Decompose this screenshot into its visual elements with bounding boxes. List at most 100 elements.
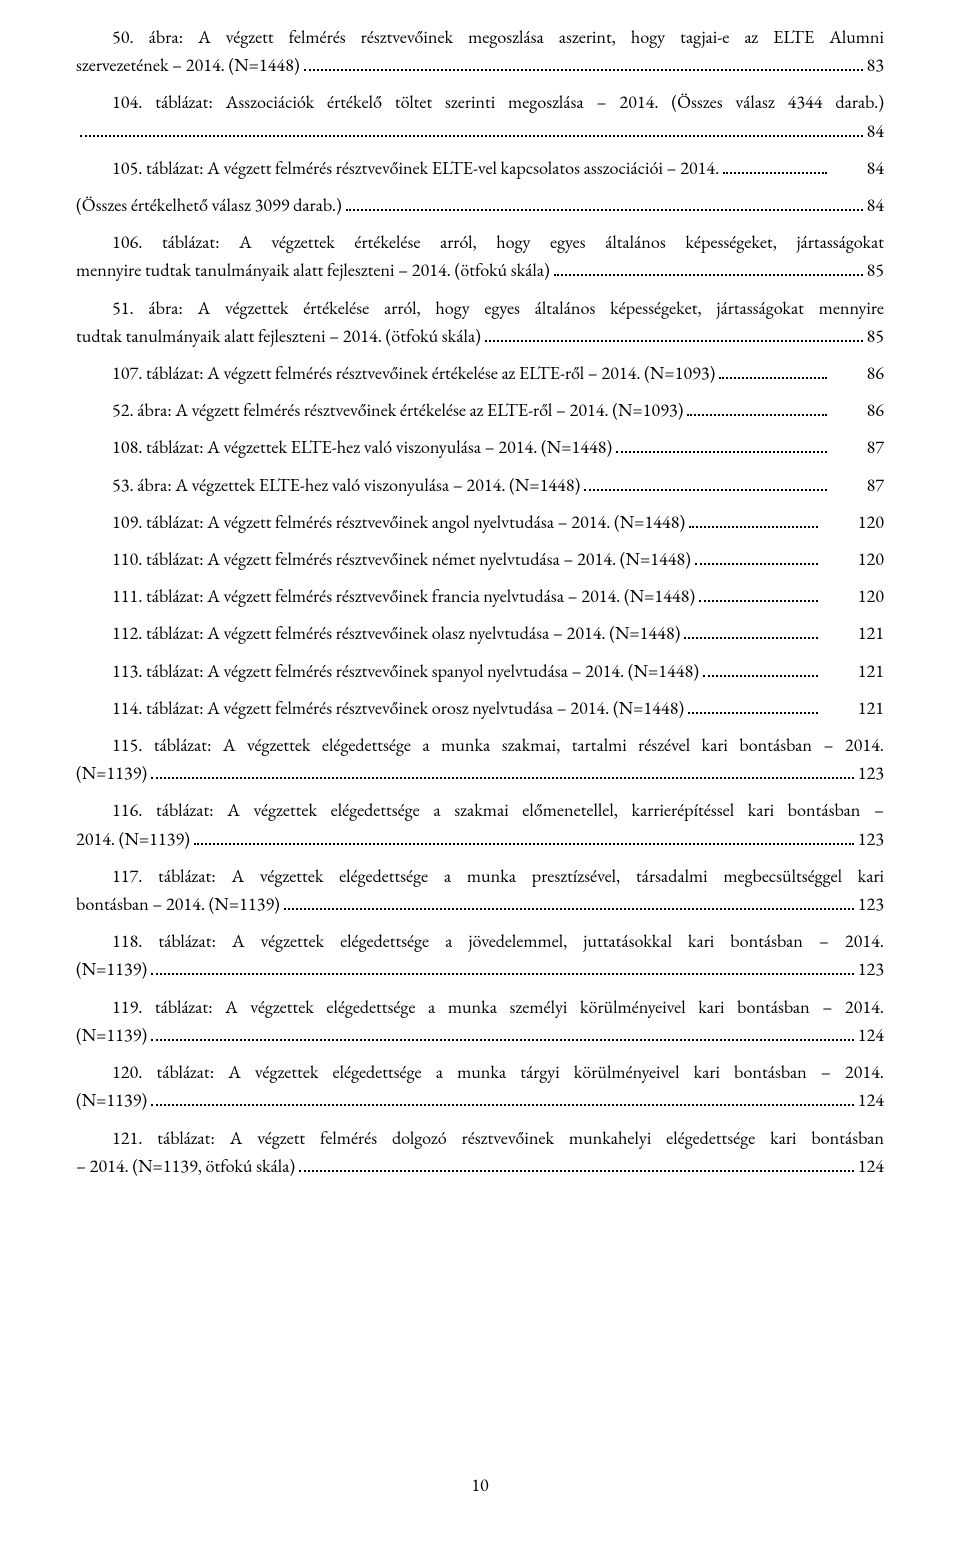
toc-entry: 107. táblázat: A végzett felmérés résztv…: [76, 360, 884, 388]
toc-entry: 113. táblázat: A végzett felmérés résztv…: [76, 658, 884, 686]
toc-entry-text: 115. táblázat: A végzettek elégedettsége…: [76, 732, 884, 760]
leader-dots: [689, 513, 818, 528]
toc-entry-page: 123: [858, 891, 884, 919]
toc-entry-text: tudtak tanulmányaik alatt fejleszteni – …: [76, 323, 481, 351]
toc-entry: 116. táblázat: A végzettek elégedettsége…: [76, 797, 884, 853]
toc-entry-page: 87: [831, 472, 884, 500]
toc-entry-last-line: (N=1139) 124: [76, 1087, 884, 1115]
toc-entry-text: 121. táblázat: A végzett felmérés dolgoz…: [76, 1125, 884, 1153]
leader-dots: [723, 159, 826, 174]
toc-entry-text: 50. ábra: A végzett felmérés résztvevőin…: [76, 24, 884, 52]
toc-entry-text: 111. táblázat: A végzett felmérés résztv…: [76, 583, 695, 611]
toc-entry-page: 123: [858, 826, 884, 854]
leader-dots: [299, 1157, 854, 1172]
toc-entry-text: 116. táblázat: A végzettek elégedettsége…: [76, 797, 884, 825]
toc-entry-text: 51. ábra: A végzettek értékelése arról, …: [76, 295, 884, 323]
toc-entry-text: 107. táblázat: A végzett felmérés résztv…: [76, 360, 715, 388]
toc-entry-text: 117. táblázat: A végzettek elégedettsége…: [76, 863, 884, 891]
toc-entry-last-line: (N=1139) 123: [76, 956, 884, 984]
toc-entry-text: (N=1139): [76, 1087, 147, 1115]
table-of-contents: 50. ábra: A végzett felmérés résztvevőin…: [76, 24, 884, 1181]
toc-entry: 117. táblázat: A végzettek elégedettsége…: [76, 863, 884, 919]
leader-dots: [687, 402, 826, 417]
leader-dots: [688, 699, 818, 714]
leader-dots: [699, 588, 818, 603]
toc-entry: 110. táblázat: A végzett felmérés résztv…: [76, 546, 884, 574]
page-number: 10: [0, 1474, 960, 1497]
toc-entry-page: 121: [822, 658, 884, 686]
toc-entry-text: 110. táblázat: A végzett felmérés résztv…: [76, 546, 691, 574]
toc-entry-text: 112. táblázat: A végzett felmérés résztv…: [76, 620, 680, 648]
leader-dots: [151, 1026, 854, 1041]
toc-entry-text: 114. táblázat: A végzett felmérés résztv…: [76, 695, 684, 723]
toc-entry: 114. táblázat: A végzett felmérés résztv…: [76, 695, 884, 723]
leader-dots: [616, 439, 826, 454]
toc-entry-text: bontásban – 2014. (N=1139): [76, 891, 280, 919]
toc-entry-last-line: – 2014. (N=1139, ötfokú skála) 124: [76, 1153, 884, 1181]
leader-dots: [80, 122, 863, 137]
toc-entry: 104. táblázat: Asszociációk értékelő töl…: [76, 89, 884, 145]
toc-entry-last-line: tudtak tanulmányaik alatt fejleszteni – …: [76, 323, 884, 351]
toc-entry-text: szervezetének – 2014. (N=1448): [76, 52, 300, 80]
toc-entry-text: (Összes értékelhető válasz 3099 darab.): [76, 192, 342, 220]
toc-entry-last-line: szervezetének – 2014. (N=1448)83: [76, 52, 884, 80]
toc-entry: 51. ábra: A végzettek értékelése arról, …: [76, 295, 884, 351]
toc-entry-text: 120. táblázat: A végzettek elégedettsége…: [76, 1059, 884, 1087]
toc-entry-page: 121: [822, 620, 884, 648]
toc-entry: 118. táblázat: A végzettek elégedettsége…: [76, 928, 884, 984]
toc-entry: (Összes értékelhető válasz 3099 darab.) 8…: [76, 192, 884, 220]
toc-entry-text: 119. táblázat: A végzettek elégedettsége…: [76, 994, 884, 1022]
toc-entry-text: 2014. (N=1139): [76, 826, 190, 854]
leader-dots: [719, 364, 826, 379]
toc-entry-page: 86: [831, 397, 884, 425]
toc-entry-last-line: (N=1139) 124: [76, 1022, 884, 1050]
toc-entry-text: 109. táblázat: A végzett felmérés résztv…: [76, 509, 685, 537]
toc-entry-text: (N=1139): [76, 1022, 147, 1050]
toc-entry: 112. táblázat: A végzett felmérés résztv…: [76, 620, 884, 648]
toc-entry-last-line: 84: [76, 118, 884, 146]
toc-entry: 119. táblázat: A végzettek elégedettsége…: [76, 994, 884, 1050]
toc-entry-text: 104. táblázat: Asszociációk értékelő töl…: [76, 89, 884, 117]
leader-dots: [584, 476, 826, 491]
toc-entry-page: 123: [858, 760, 884, 788]
toc-entry-text: 106. táblázat: A végzettek értékelése ar…: [76, 229, 884, 257]
leader-dots: [151, 961, 854, 976]
toc-entry: 111. táblázat: A végzett felmérés résztv…: [76, 583, 884, 611]
leader-dots: [304, 56, 863, 71]
toc-entry-page: 124: [858, 1153, 884, 1181]
toc-entry-page: 85: [867, 323, 884, 351]
toc-entry-page: 120: [822, 583, 884, 611]
toc-entry: 50. ábra: A végzett felmérés résztvevőin…: [76, 24, 884, 80]
toc-entry: 106. táblázat: A végzettek értékelése ar…: [76, 229, 884, 285]
toc-entry: 52. ábra: A végzett felmérés résztvevőin…: [76, 397, 884, 425]
leader-dots: [684, 625, 817, 640]
toc-entry: 109. táblázat: A végzett felmérés résztv…: [76, 509, 884, 537]
toc-entry-text: (N=1139): [76, 956, 147, 984]
toc-entry-page: 121: [822, 695, 884, 723]
toc-entry-page: 120: [822, 546, 884, 574]
toc-entry-page: 124: [858, 1022, 884, 1050]
toc-entry-page: 124: [858, 1087, 884, 1115]
toc-entry-text: – 2014. (N=1139, ötfokú skála): [76, 1153, 295, 1181]
leader-dots: [284, 895, 854, 910]
toc-entry: 105. táblázat: A végzett felmérés résztv…: [76, 155, 884, 183]
toc-entry-page: 123: [858, 956, 884, 984]
toc-entry: 108. táblázat: A végzettek ELTE-hez való…: [76, 434, 884, 462]
toc-entry: 120. táblázat: A végzettek elégedettsége…: [76, 1059, 884, 1115]
toc-entry-last-line: bontásban – 2014. (N=1139) 123: [76, 891, 884, 919]
toc-entry-page: 84: [867, 192, 884, 220]
toc-entry-text: 52. ábra: A végzett felmérés résztvevőin…: [76, 397, 683, 425]
toc-entry-text: (N=1139): [76, 760, 147, 788]
leader-dots: [695, 550, 818, 565]
toc-entry-text: 105. táblázat: A végzett felmérés résztv…: [76, 155, 719, 183]
leader-dots: [346, 196, 863, 211]
leader-dots: [703, 662, 818, 677]
toc-entry-page: 84: [867, 118, 884, 146]
toc-entry-text: 108. táblázat: A végzettek ELTE-hez való…: [76, 434, 612, 462]
leader-dots: [194, 830, 854, 845]
toc-entry-text: mennyire tudtak tanulmányaik alatt fejle…: [76, 257, 550, 285]
toc-entry-page: 120: [822, 509, 884, 537]
leader-dots: [151, 1092, 854, 1107]
toc-entry-page: 86: [831, 360, 884, 388]
page: 50. ábra: A végzett felmérés résztvevőin…: [0, 0, 960, 1541]
